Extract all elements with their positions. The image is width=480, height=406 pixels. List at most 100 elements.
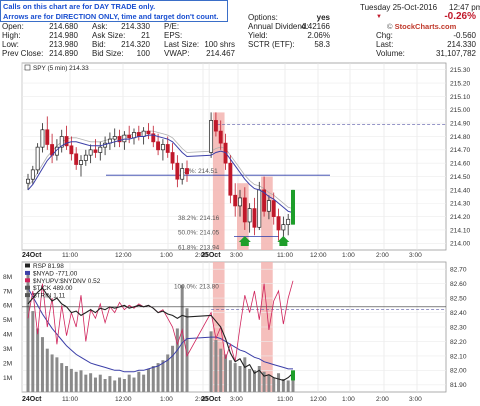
rsp-tick-label: 82.30 <box>450 324 467 331</box>
y-tick-label: 214.70 <box>450 147 471 154</box>
rsp-tick-label: 82.40 <box>450 310 467 317</box>
x-tick-label-bottom: 3:00 <box>230 396 243 403</box>
x-tick-label-bottom: 2:00 <box>195 396 208 403</box>
volume-bar <box>272 377 276 392</box>
volume-bar <box>142 374 146 392</box>
legend-swatch <box>25 270 30 275</box>
ask-size-value: 21 <box>141 31 150 40</box>
candle-body <box>185 168 189 175</box>
sctr-label: SCTR (ETF): <box>248 40 295 49</box>
volume-bar <box>219 348 223 392</box>
fib-label: 61.8%: 213.94 <box>178 244 220 251</box>
volume-bar <box>60 363 64 392</box>
volume-bar <box>151 366 155 392</box>
x-tick-label-bottom: 25Oct <box>201 396 221 403</box>
volume-bar <box>26 273 30 392</box>
candle-body <box>180 168 185 180</box>
vwap-label: VWAP: <box>164 49 190 58</box>
y-tick-label: 214.50 <box>450 174 471 181</box>
volume-bar <box>108 376 112 392</box>
ask-label: Ask: <box>92 22 108 31</box>
chg-label: Chg: <box>376 31 393 40</box>
volume-bar <box>45 348 49 392</box>
brand-name: StockCharts.com <box>394 22 457 31</box>
dividend-label: Annual Dividend: <box>248 22 309 31</box>
candle-body <box>252 208 257 228</box>
volume-bar <box>228 360 232 392</box>
volume-bar <box>50 354 54 392</box>
percent-change: -0.26% <box>444 11 476 22</box>
volume-bar <box>74 371 78 392</box>
volume-bar <box>65 366 69 392</box>
ask-size-label: Ask Size: <box>92 31 126 40</box>
candle-body <box>30 169 35 180</box>
candle-body <box>64 136 69 147</box>
volume-bar <box>40 337 44 392</box>
candle-body <box>35 146 40 171</box>
candle-body <box>98 146 103 153</box>
volume-bar <box>98 374 102 392</box>
rsp-tick-label: 82.60 <box>450 281 467 288</box>
last-size-label: Last Size: <box>164 40 200 49</box>
x-tick-label: 3:00 <box>230 252 243 259</box>
candle-body <box>156 141 161 151</box>
up-arrow-icon <box>277 236 290 246</box>
volume-bar <box>185 308 189 392</box>
y-tick-label: 215.10 <box>450 94 471 101</box>
x-tick-label-bottom: 1:00 <box>342 396 355 403</box>
quote-time: 12:47 pm <box>449 3 480 12</box>
ask-value: 214.330 <box>121 22 150 31</box>
bid-size-value: 100 <box>136 49 150 58</box>
last-label: Last: <box>376 40 394 49</box>
brand-logo: © StockCharts.com <box>387 22 456 31</box>
volume-bar <box>180 285 184 392</box>
trade-note-line1: Calls on this chart are for DAY TRADE on… <box>3 2 156 11</box>
candle-body <box>69 145 74 155</box>
last-bar-marker <box>291 189 295 225</box>
high-label: High: <box>2 31 21 40</box>
x-tick-label: 3:00 <box>409 252 422 259</box>
x-tick-label: 25Oct <box>201 252 221 259</box>
volume-bar <box>103 379 107 392</box>
candle-body <box>146 130 151 135</box>
highlight-band <box>237 183 249 250</box>
legend-candle-icon <box>24 64 31 71</box>
breadth-legend: $TRIN 1.11 <box>33 293 66 300</box>
candle-body <box>281 224 286 231</box>
breadth-legend: $TICK 489.00 <box>33 285 73 292</box>
volume-tick-label: 8M <box>3 274 12 281</box>
chg-value: -0.560 <box>453 31 476 40</box>
x-tick-label-bottom: 2:00 <box>376 396 389 403</box>
volume-bar <box>257 366 261 392</box>
x-tick-label: 12:00 <box>115 252 132 259</box>
y-tick-label: 214.20 <box>450 214 471 221</box>
x-tick-label-bottom: 11:00 <box>62 396 78 403</box>
volume-bar <box>175 328 179 392</box>
sctr-value: 58.3 <box>314 40 330 49</box>
price-legend: SPY (5 min) 214.33 <box>33 65 89 72</box>
last-value: 214.330 <box>447 40 476 49</box>
volume-bar <box>55 357 59 392</box>
x-tick-label: 2:00 <box>376 252 389 259</box>
fib-label: 38.2%: 214.16 <box>178 215 220 222</box>
volume-bar <box>69 368 73 392</box>
candle-body <box>40 129 45 148</box>
candle-body <box>83 154 88 161</box>
prev-close-label: Prev Close: <box>2 49 44 58</box>
volume-bar <box>127 374 131 392</box>
volume-bar <box>93 377 97 392</box>
open-value: 214.680 <box>49 22 78 31</box>
volume-tick-label: 7M <box>3 288 12 295</box>
rsp-last-marker <box>291 370 295 381</box>
candle-body <box>151 133 156 143</box>
candle-body <box>160 144 165 151</box>
candle-body <box>117 136 122 143</box>
volume-bar <box>243 357 247 392</box>
volume-bar <box>281 379 285 392</box>
quote-date: Tuesday 25-Oct-2016 <box>360 3 438 12</box>
dividend-value: 4.42166 <box>301 22 330 31</box>
candle-body <box>247 208 252 223</box>
breadth-legend: RSP 81.98 <box>33 263 64 270</box>
rsp-line <box>27 287 294 381</box>
rsp-tick-label: 81.90 <box>450 382 467 389</box>
